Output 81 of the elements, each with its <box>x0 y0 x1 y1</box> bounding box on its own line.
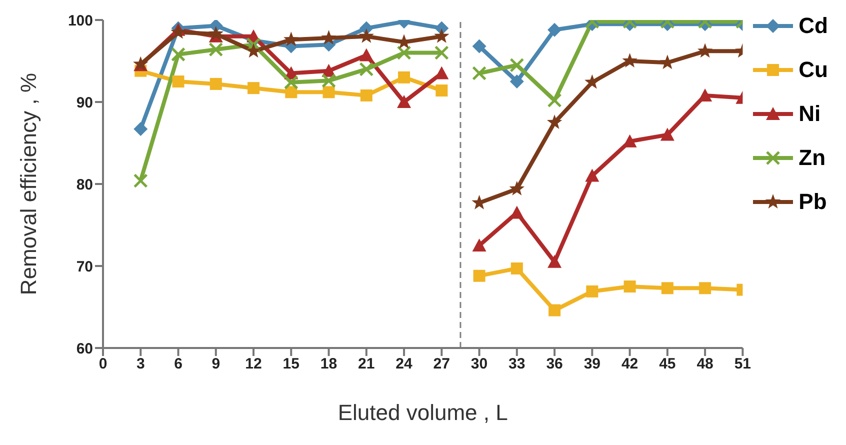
point <box>208 26 224 40</box>
x-tick-label: 6 <box>174 356 182 373</box>
point <box>547 93 562 108</box>
legend-label: Pb <box>798 189 827 215</box>
point <box>397 95 412 108</box>
point <box>548 254 562 268</box>
x-tick-label: 36 <box>546 356 563 373</box>
point <box>624 280 636 292</box>
x-tick-label: 18 <box>320 356 338 373</box>
point <box>210 78 222 90</box>
legend-label: Ni <box>798 101 821 127</box>
point <box>699 282 712 294</box>
point <box>622 134 637 148</box>
point <box>171 47 186 62</box>
point <box>434 46 449 60</box>
point <box>434 28 450 43</box>
point <box>660 128 674 141</box>
x-tick-label: 30 <box>470 356 488 373</box>
x-tick-label: 24 <box>396 356 414 373</box>
x-tick-label: 27 <box>433 356 450 373</box>
point <box>698 88 712 102</box>
x-tick-label: 42 <box>621 356 638 373</box>
y-tick-label: 60 <box>76 340 93 358</box>
x-tick-label: 15 <box>282 356 300 373</box>
point <box>398 71 410 84</box>
y-axis-title: Removal efficiency , % <box>16 72 41 296</box>
legend-label: Cd <box>798 13 828 39</box>
point <box>472 66 487 81</box>
point <box>322 86 335 98</box>
y-tick-label: 90 <box>76 94 93 112</box>
point <box>585 168 600 182</box>
point <box>548 22 562 37</box>
point <box>509 180 525 196</box>
legend-label: Cu <box>798 57 828 83</box>
x-tick-label: 21 <box>358 356 375 373</box>
point <box>246 43 262 58</box>
point <box>359 62 374 76</box>
point <box>473 270 486 282</box>
y-tick-label: 70 <box>76 258 93 276</box>
point <box>546 114 562 129</box>
point <box>284 32 299 46</box>
point <box>284 75 298 90</box>
x-tick-label: 3 <box>136 356 145 373</box>
point <box>172 76 184 88</box>
x-tick-label: 9 <box>212 356 220 373</box>
point <box>133 173 148 188</box>
point <box>697 43 713 58</box>
point <box>248 82 260 94</box>
point <box>322 73 336 88</box>
y-tick-label: 80 <box>76 176 93 194</box>
x-tick-label: 48 <box>696 356 714 373</box>
point <box>321 30 336 45</box>
point <box>134 122 148 136</box>
legend-label: Zn <box>798 145 826 171</box>
point <box>208 42 224 57</box>
point <box>510 58 524 72</box>
y-tick-label: 100 <box>68 12 93 30</box>
x-tick-label: 33 <box>508 356 526 373</box>
point <box>360 89 372 102</box>
point <box>584 74 600 89</box>
x-tick-label: 51 <box>734 356 752 373</box>
point <box>622 53 638 68</box>
point <box>586 285 598 298</box>
x-tick-label: 12 <box>245 356 262 373</box>
point <box>436 84 448 97</box>
point <box>359 48 374 62</box>
point <box>285 86 298 98</box>
x-axis-title: Eluted volume , L <box>338 400 508 425</box>
point <box>510 74 524 88</box>
point <box>472 39 486 54</box>
point <box>661 282 674 294</box>
x-tick-label: 39 <box>584 356 601 373</box>
point <box>246 37 261 52</box>
x-tick-label: 0 <box>98 356 108 373</box>
point <box>396 46 412 60</box>
point <box>548 304 561 316</box>
point <box>472 238 486 252</box>
x-tick-label: 45 <box>659 356 676 373</box>
point <box>510 262 523 274</box>
point <box>358 28 374 43</box>
point <box>170 24 186 39</box>
